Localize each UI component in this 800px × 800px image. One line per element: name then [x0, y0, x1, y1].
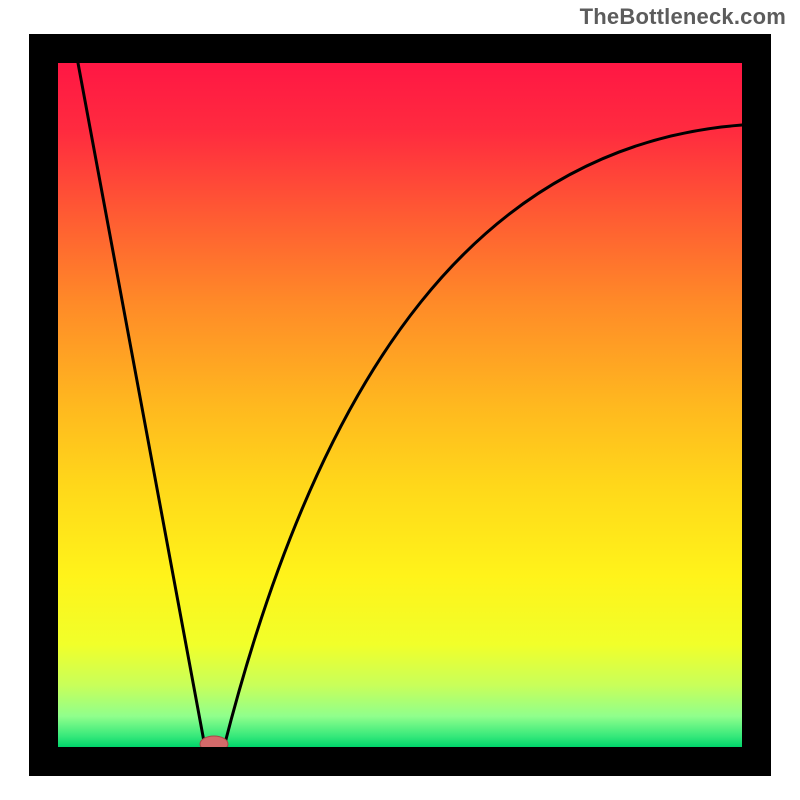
gradient-background [58, 63, 742, 747]
chart-stage: TheBottleneck.com [0, 0, 800, 800]
bottleneck-chart-svg [0, 0, 800, 800]
watermark-text: TheBottleneck.com [580, 4, 786, 30]
